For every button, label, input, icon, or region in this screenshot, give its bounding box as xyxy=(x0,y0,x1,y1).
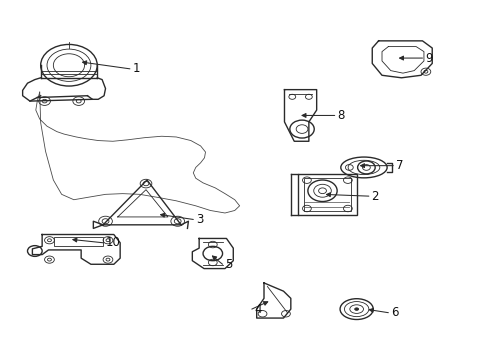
Text: 9: 9 xyxy=(424,51,431,64)
Bar xyxy=(298,174,356,215)
Ellipse shape xyxy=(354,308,358,310)
Text: 8: 8 xyxy=(336,109,344,122)
Text: 4: 4 xyxy=(254,303,261,316)
Text: 3: 3 xyxy=(195,213,203,226)
Text: 7: 7 xyxy=(395,159,402,172)
Bar xyxy=(304,178,350,211)
Text: 1: 1 xyxy=(132,62,140,75)
Text: 10: 10 xyxy=(105,236,120,249)
Text: 2: 2 xyxy=(370,190,378,203)
Text: 5: 5 xyxy=(224,258,232,271)
Text: 6: 6 xyxy=(390,306,397,319)
Bar xyxy=(54,237,103,246)
